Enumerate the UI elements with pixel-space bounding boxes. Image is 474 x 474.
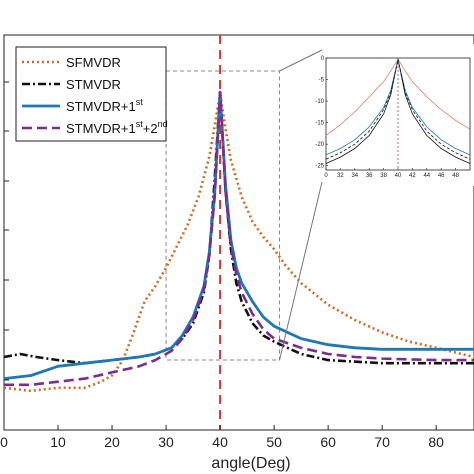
series-layer [3,35,474,430]
x-tick-label: 40 [212,434,228,450]
inset-x-tick-label: 42 [409,173,416,179]
legend: SFMVDR STMVDR STMVDR+1st STMVDR+1st+2nd [15,46,168,142]
x-tick-label: 50 [266,434,282,450]
inset-y-tick-label: -25 [315,164,324,170]
inset-y-tick-label: -10 [315,99,324,105]
inset-y-tick-label: -5 [319,78,325,84]
legend-label: SFMVDR [66,55,121,70]
series-line-3 [4,90,474,387]
legend-label: STMVDR [66,77,121,92]
legend-label: STMVDR+1st+2nd [66,119,168,136]
x-tick-label: 60 [320,434,336,450]
inset-chart: 0-5-10-15-20-250 32 34 36 38 40 42 44 46 48 [315,44,474,186]
inset-x-tick-label: 34 [351,173,358,179]
inset-series-line-3 [325,59,471,160]
x-tick-label: 20 [104,434,120,450]
zoom-box [165,70,281,361]
x-tick-label: 10 [50,434,66,450]
inset-x-tick-label: 38 [380,173,387,179]
x-tick-label: 30 [158,434,174,450]
inset-y-tick-label: -15 [315,121,324,127]
connector-bottom [279,181,323,361]
x-tick-label: 80 [428,434,444,450]
inset-x-tick-label: 32 [337,173,344,179]
inset-x-tick-label: 46 [438,173,445,179]
inset-x-tick-label: 36 [366,173,373,179]
inset-y-tick-label: 0 [321,56,325,62]
inset-y-tick-label: -20 [315,142,324,148]
inset-x-tick-label: 48 [452,173,459,179]
axis-layer: 0 10 20 30 40 50 60 70 80 [0,81,444,450]
connector-top [279,49,323,72]
inset-x-tick-label: 44 [423,173,430,179]
series-line-0 [3,90,474,393]
inset-x-tick-label: 0 [324,173,328,179]
x-tick-label: 70 [374,434,390,450]
x-tick-label: 0 [0,434,8,450]
inset-x-tick-label: 40 [395,173,402,179]
legend-box [15,46,167,142]
zoom-connectors [279,49,323,361]
legend-label: STMVDR+1st [66,97,143,114]
x-axis-label: angle(Deg) [211,455,290,472]
